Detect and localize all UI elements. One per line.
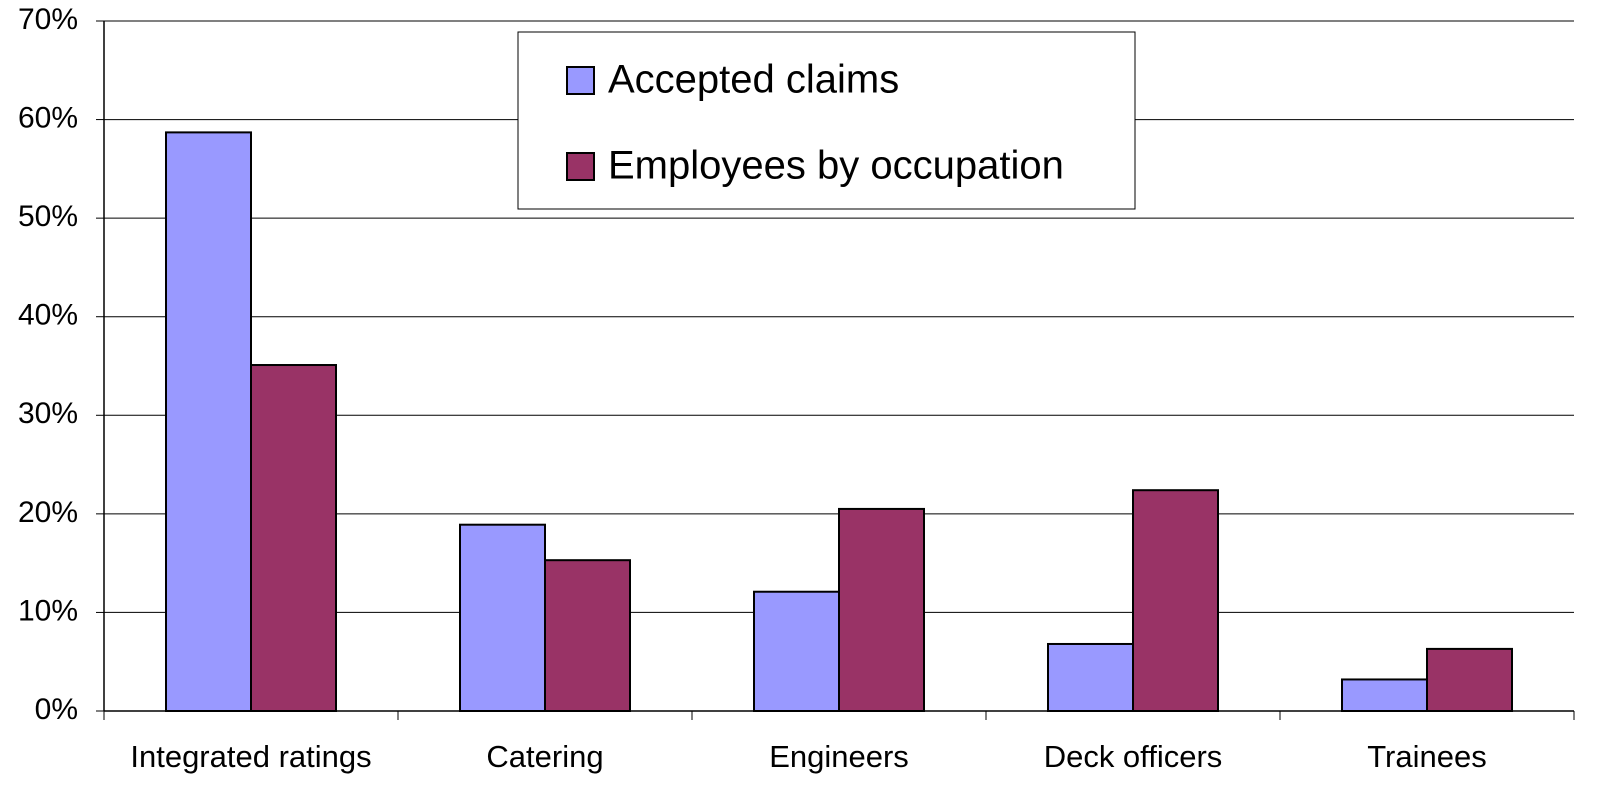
y-tick-label: 50%	[18, 200, 78, 233]
x-tick-label: Integrated ratings	[130, 739, 371, 774]
x-tick-label: Catering	[486, 739, 603, 774]
bar	[1132, 489, 1219, 713]
x-tick-label: Deck officers	[1044, 739, 1223, 774]
y-tick-label: 30%	[18, 397, 78, 430]
y-tick-label: 20%	[18, 496, 78, 529]
x-tick-label: Trainees	[1367, 739, 1486, 774]
bar	[1341, 678, 1428, 713]
bar	[544, 559, 631, 713]
x-tick-label: Engineers	[769, 739, 909, 774]
legend-label: Employees by occupation	[608, 144, 1064, 188]
y-tick-label: 40%	[18, 299, 78, 332]
bar	[165, 131, 252, 712]
legend-box	[517, 31, 1136, 210]
bar	[1047, 642, 1134, 713]
legend-label: Accepted claims	[608, 58, 899, 102]
y-tick-label: 60%	[18, 101, 78, 134]
bar	[250, 364, 337, 712]
legend-swatch	[566, 152, 595, 181]
y-tick-label: 0%	[35, 693, 78, 726]
y-tick-label: 10%	[18, 594, 78, 627]
legend-swatch	[566, 66, 595, 95]
bar	[838, 507, 925, 712]
y-tick-label: 70%	[18, 3, 78, 36]
bar	[753, 590, 840, 713]
bar	[459, 523, 546, 713]
bar	[1426, 647, 1513, 713]
